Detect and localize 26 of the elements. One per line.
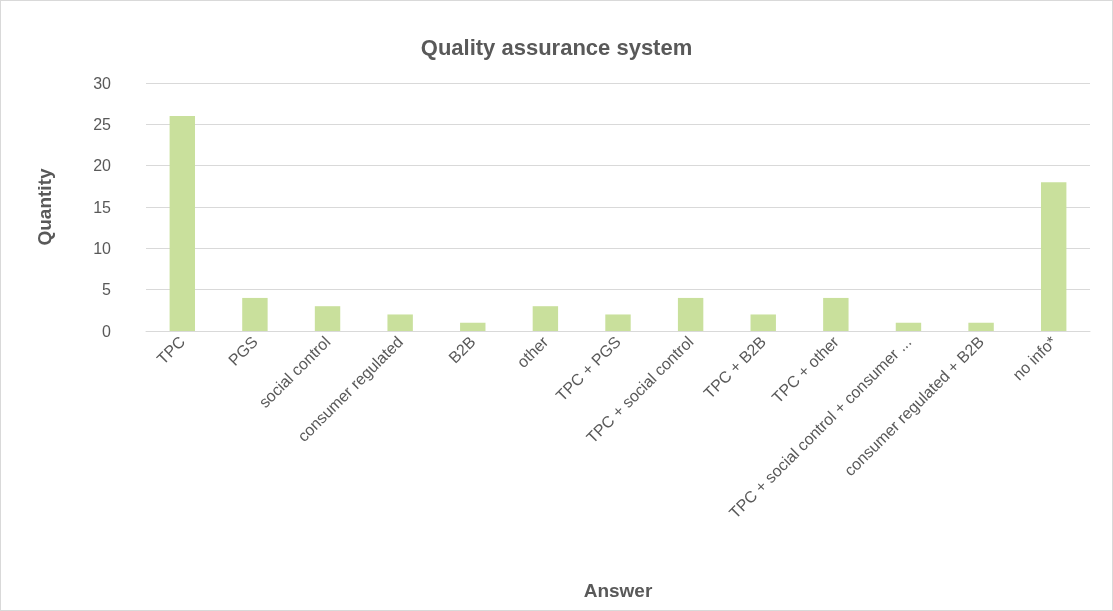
y-tick-label: 15 (93, 198, 112, 216)
x-tick-label: B2B (445, 332, 479, 367)
bar (242, 297, 268, 331)
bar (387, 314, 413, 331)
bar (605, 314, 631, 331)
bar (750, 314, 776, 331)
y-tick-label: 30 (93, 74, 112, 92)
bar (169, 116, 196, 331)
bar (677, 297, 704, 331)
bar (968, 322, 994, 331)
y-tick-label: 0 (102, 322, 112, 340)
bar (1040, 182, 1067, 331)
x-tick-label: TPC (153, 332, 189, 368)
bar (314, 306, 341, 331)
bar (460, 322, 486, 331)
bar (823, 297, 849, 331)
y-tick-label: 5 (102, 281, 112, 299)
x-axis-title: Answer (583, 580, 653, 601)
y-axis-title: Quantity (34, 168, 55, 246)
y-tick-label: 25 (93, 115, 112, 133)
chart-title: Quality assurance system (420, 34, 693, 60)
bar (532, 306, 559, 331)
y-tick-label: 20 (93, 157, 112, 175)
bar (895, 322, 922, 331)
y-tick-label: 10 (93, 239, 112, 257)
x-tick-label: TPC + B2B (700, 332, 770, 402)
